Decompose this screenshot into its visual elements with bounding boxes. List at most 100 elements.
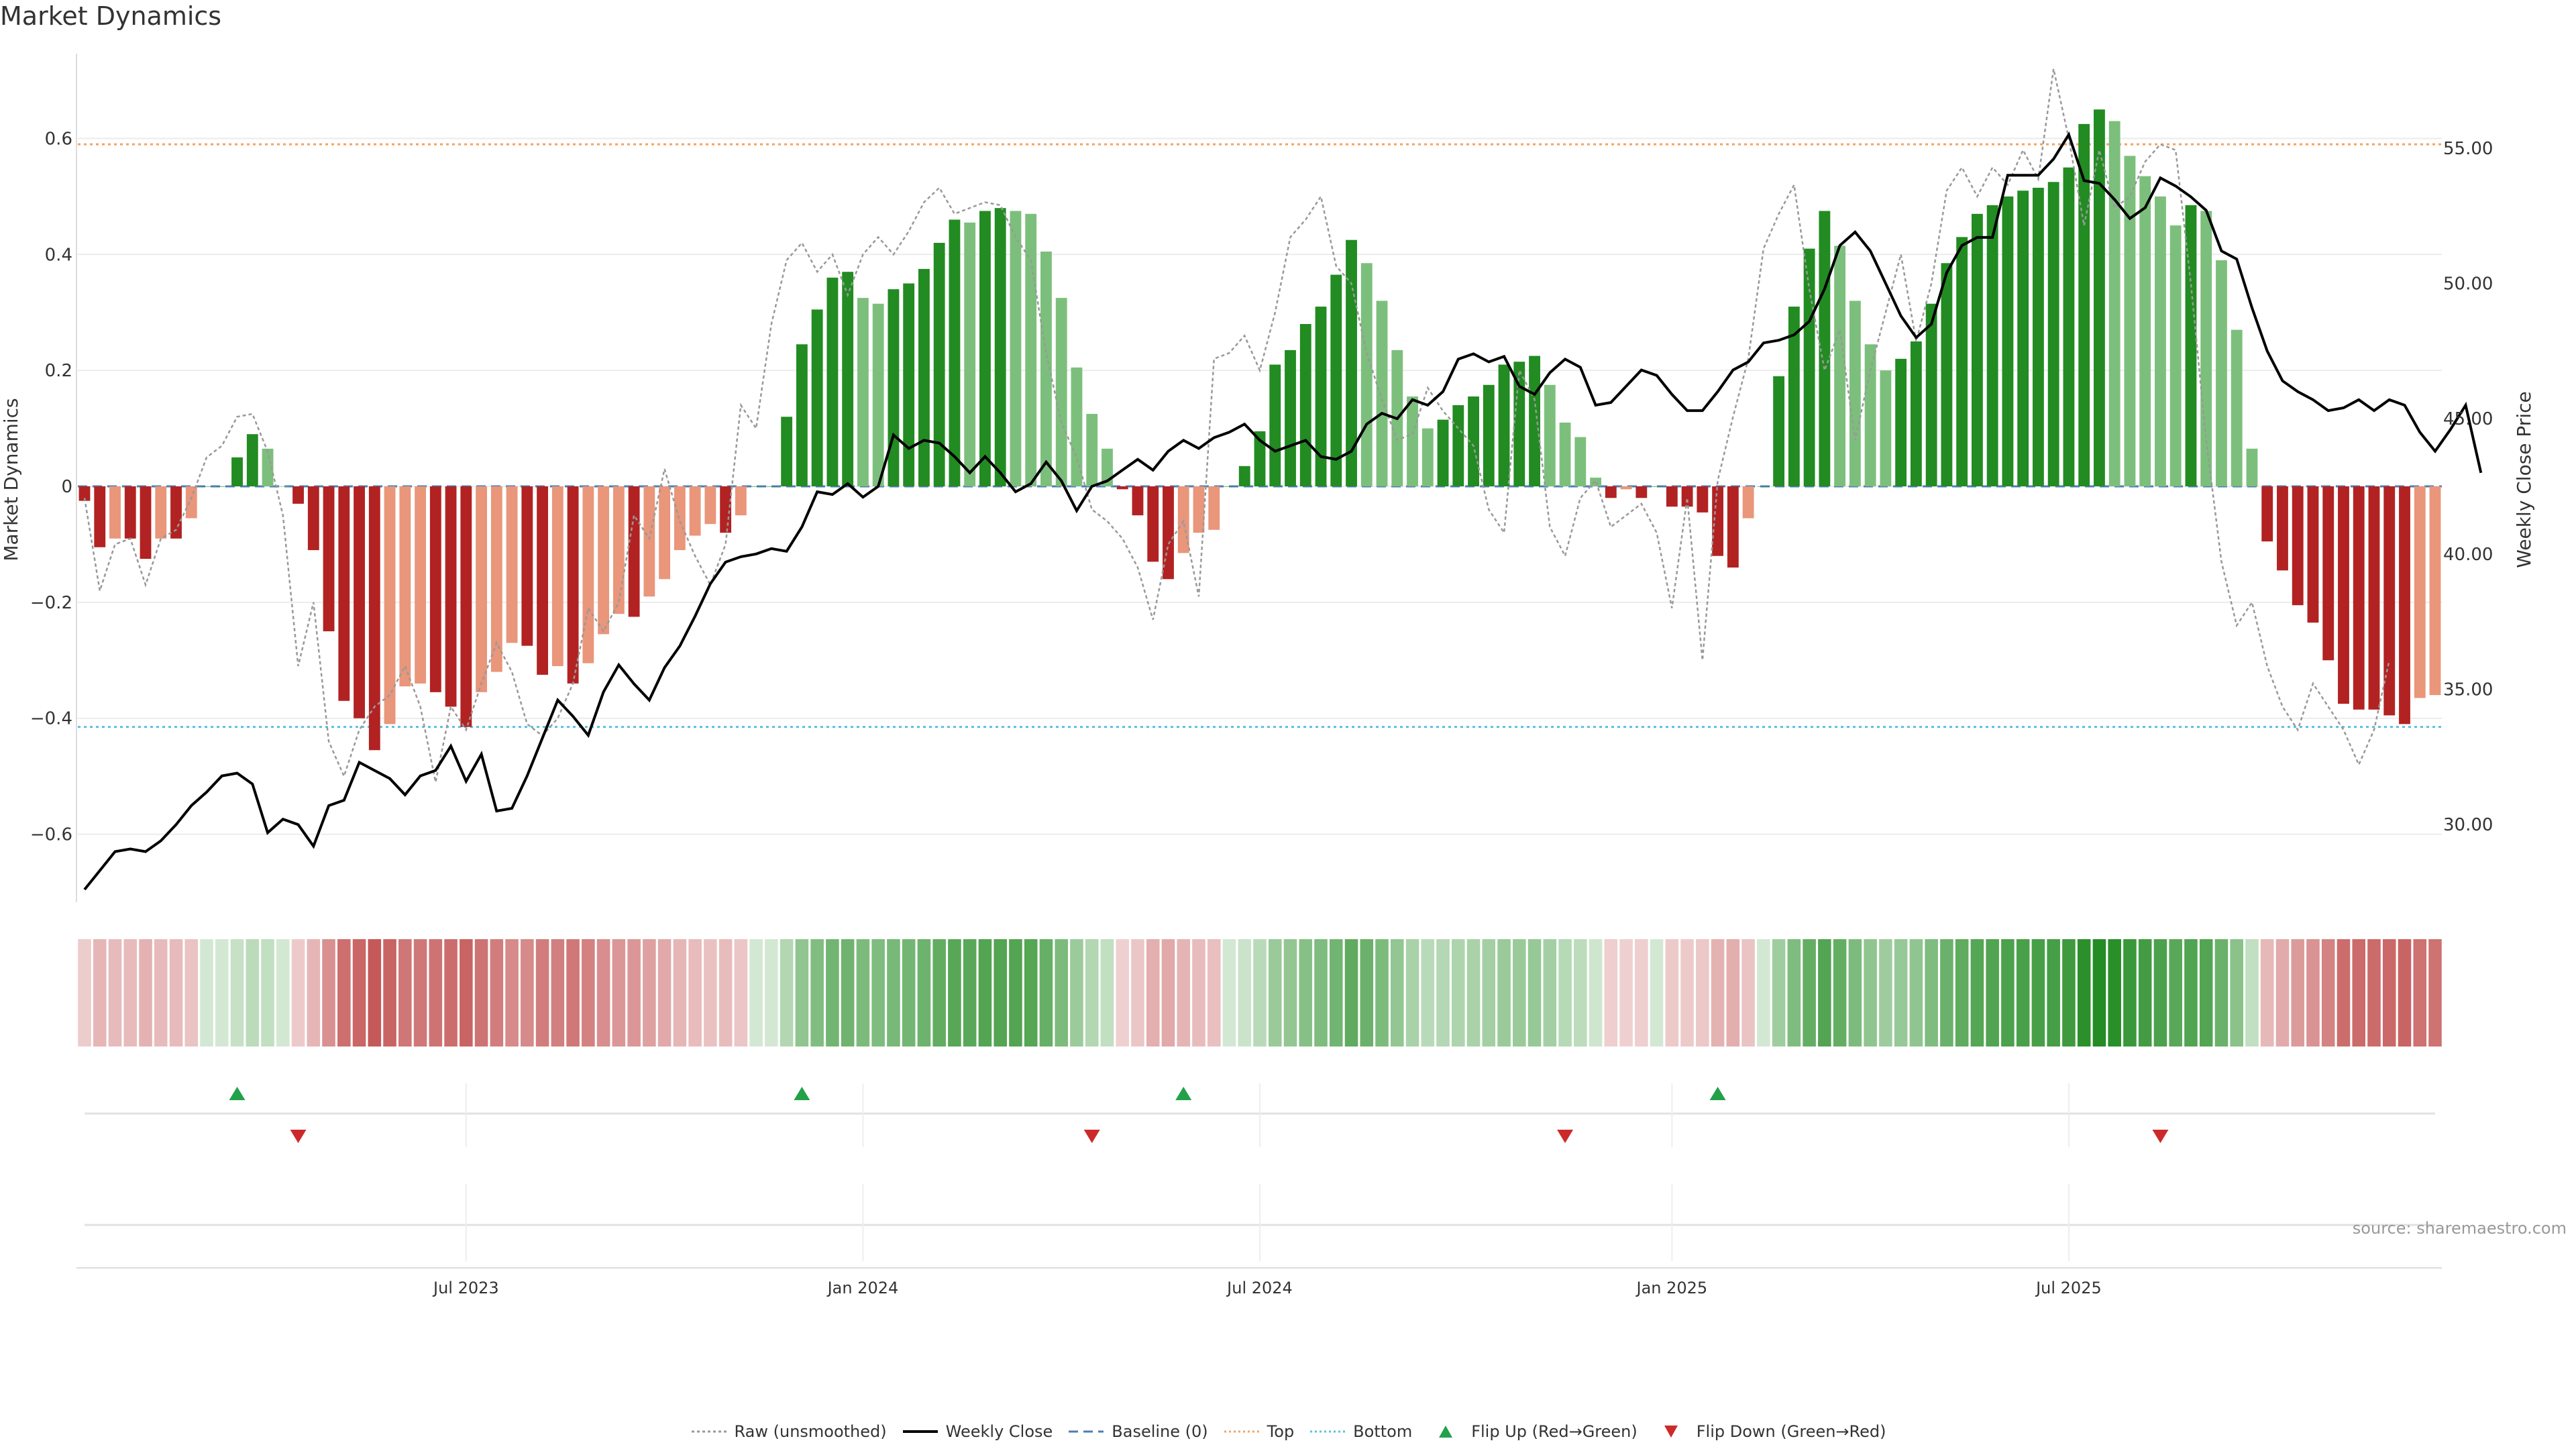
momentum-bar	[720, 486, 732, 533]
momentum-bar	[1132, 486, 1144, 516]
strip-cell	[1970, 939, 1984, 1046]
strip-cell	[1604, 939, 1618, 1046]
x-tick-label: Jul 2024	[1226, 1279, 1293, 1297]
legend-item-bottom[interactable]: Bottom	[1309, 1422, 1412, 1441]
strip-cell	[2230, 939, 2243, 1046]
strip-cell	[352, 939, 366, 1046]
momentum-bar	[1849, 301, 1861, 486]
momentum-bar	[1299, 324, 1311, 486]
legend-item-top[interactable]: Top	[1223, 1422, 1295, 1441]
legend-label-close: Weekly Close	[945, 1422, 1053, 1441]
right-axis-ticks: 30.00 35.00 40.00 45.00 50.00 55.00	[2443, 139, 2493, 835]
strip-cell	[657, 939, 672, 1046]
strip-cell	[1787, 939, 1801, 1046]
strip-cell	[444, 939, 458, 1046]
momentum-bar	[1407, 396, 1418, 486]
strip-cell	[276, 939, 290, 1046]
strip-cell	[261, 939, 274, 1046]
momentum-bar	[1544, 384, 1556, 486]
momentum-bar	[1498, 364, 1510, 486]
momentum-bar	[2032, 187, 2044, 486]
legend-item-raw[interactable]: Raw (unsmoothed)	[690, 1422, 887, 1441]
strip-cell	[1100, 939, 1114, 1046]
strip-cell	[2382, 939, 2396, 1046]
momentum-bar	[1773, 376, 1785, 486]
momentum-bar	[1956, 237, 1968, 486]
strip-cell	[1299, 939, 1313, 1046]
strip-cell	[1116, 939, 1130, 1046]
left-tick-label: 0.2	[45, 361, 72, 381]
left-tick-label: −0.2	[30, 593, 72, 613]
momentum-bar	[964, 222, 976, 486]
strip-cell	[1466, 939, 1481, 1046]
strip-cell	[1360, 939, 1374, 1046]
strip-cell	[780, 939, 794, 1046]
legend-item-baseline[interactable]: Baseline (0)	[1067, 1422, 1208, 1441]
raw-series	[83, 68, 2390, 783]
strip-cell	[1146, 939, 1160, 1046]
momentum-bar	[109, 486, 121, 539]
strip-cell	[978, 939, 992, 1046]
strip-cell	[612, 939, 626, 1046]
momentum-bar	[933, 243, 945, 486]
strip-cell	[582, 939, 595, 1046]
legend-item-flip-up[interactable]: Flip Up (Red→Green)	[1427, 1422, 1638, 1441]
strip-cell	[1650, 939, 1664, 1046]
momentum-bar	[216, 486, 228, 487]
strip-cell	[1055, 939, 1068, 1046]
strip-cell	[810, 939, 824, 1046]
grid-lines	[76, 54, 2442, 902]
raw-line	[83, 68, 2390, 783]
strip-cell	[2108, 939, 2121, 1046]
momentum-bar	[506, 486, 518, 643]
momentum-bar	[628, 486, 640, 617]
momentum-bar	[811, 309, 823, 486]
momentum-bar	[2307, 486, 2319, 623]
momentum-bar	[1208, 486, 1220, 530]
momentum-bar	[2246, 448, 2258, 486]
strip-cell	[1772, 939, 1786, 1046]
legend-item-flip-down[interactable]: Flip Down (Green→Red)	[1652, 1422, 1886, 1441]
momentum-bar	[1834, 246, 1846, 486]
flip-down-marker	[290, 1130, 307, 1143]
strip-cell	[2260, 939, 2274, 1046]
momentum-bar	[643, 486, 655, 597]
momentum-bar	[1483, 384, 1495, 486]
momentum-bar	[903, 283, 915, 486]
strip-cell	[2047, 939, 2060, 1046]
momentum-bar	[659, 486, 671, 580]
x-tick-label: Jul 2025	[2035, 1279, 2102, 1297]
legend-label-raw: Raw (unsmoothed)	[734, 1422, 887, 1441]
strip-cell	[551, 939, 565, 1046]
legend-item-close[interactable]: Weekly Close	[902, 1422, 1053, 1441]
strip-cell	[337, 939, 351, 1046]
strip-cell	[704, 939, 717, 1046]
strip-cell	[1909, 939, 1923, 1046]
momentum-bar	[1025, 213, 1037, 486]
strip-cell	[994, 939, 1007, 1046]
strip-cell	[2337, 939, 2351, 1046]
strip-cell	[307, 939, 321, 1046]
strip-cell	[1009, 939, 1022, 1046]
momentum-bar	[612, 486, 625, 614]
strip-cell	[1803, 939, 1816, 1046]
momentum-bar	[1635, 486, 1648, 498]
momentum-bar	[704, 486, 716, 525]
strip-cell	[169, 939, 183, 1046]
strip-cell	[1070, 939, 1083, 1046]
momentum-bar	[1651, 486, 1663, 487]
strip-cell	[2184, 939, 2198, 1046]
x-tick-label: Jan 2024	[826, 1279, 899, 1297]
strip-cell	[1589, 939, 1603, 1046]
momentum-bar	[2200, 211, 2212, 486]
legend-label-top: Top	[1267, 1422, 1295, 1441]
strip-cell	[871, 939, 885, 1046]
strip-cell	[2153, 939, 2167, 1046]
momentum-bar	[1376, 301, 1388, 486]
momentum-bar	[2185, 205, 2197, 486]
momentum-bar	[1071, 367, 1083, 486]
momentum-bar	[2353, 486, 2365, 710]
momentum-bar	[567, 486, 579, 684]
page-title: Market Dynamics	[0, 1, 222, 31]
strip-cell	[932, 939, 946, 1046]
